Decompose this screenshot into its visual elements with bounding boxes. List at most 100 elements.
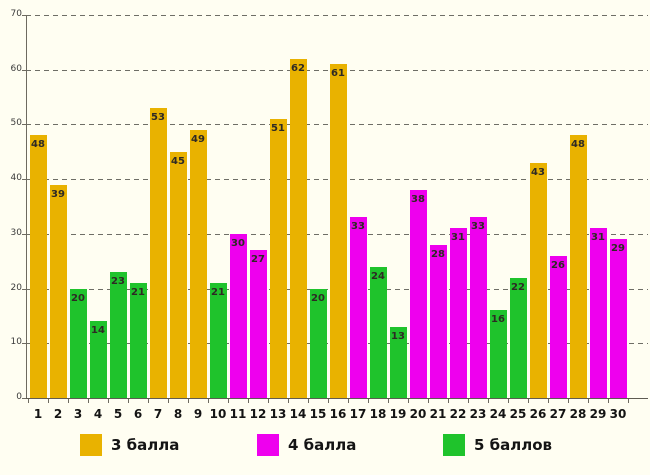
x-axis-tick-label: 29 — [589, 407, 607, 421]
bar-value-label: 33 — [351, 221, 365, 233]
x-axis-tick-label: 11 — [229, 407, 247, 421]
bar-value-label: 62 — [291, 62, 305, 74]
x-axis-tick-label: 27 — [549, 407, 567, 421]
y-axis-tick-label: 30 — [10, 228, 22, 238]
legend: 3 балла 4 балла 5 баллов — [0, 434, 650, 458]
x-tick — [288, 399, 289, 403]
bar-value-label: 48 — [31, 139, 45, 151]
bar-13: 51 — [269, 118, 287, 398]
y-tick — [22, 398, 26, 399]
bar-8: 45 — [169, 151, 187, 398]
legend-item-4-balla: 4 балла — [257, 434, 356, 456]
legend-label-5-ballov: 5 баллов — [474, 436, 553, 454]
bar-11: 30 — [229, 233, 247, 398]
x-axis — [26, 398, 648, 399]
x-tick — [428, 399, 429, 403]
bar-20: 38 — [409, 190, 427, 398]
bar-4: 14 — [89, 321, 107, 398]
x-axis-tick-label: 20 — [409, 407, 427, 421]
x-axis-tick-label: 26 — [529, 407, 547, 421]
x-tick — [408, 399, 409, 403]
bar-value-label: 43 — [531, 166, 545, 178]
bar-value-label: 22 — [511, 281, 525, 293]
y-tick — [22, 343, 26, 344]
bar-28: 48 — [569, 135, 587, 398]
bar-value-label: 24 — [371, 270, 385, 282]
bar-18: 24 — [369, 266, 387, 398]
y-tick — [22, 15, 26, 16]
legend-item-3-balla: 3 балла — [80, 434, 179, 456]
bar-value-label: 20 — [311, 292, 325, 304]
bar-12: 27 — [249, 250, 267, 398]
y-tick — [22, 179, 26, 180]
bar-14: 62 — [289, 58, 307, 398]
x-axis-tick-label: 23 — [469, 407, 487, 421]
x-tick — [108, 399, 109, 403]
y-axis-tick-label: 70 — [10, 9, 22, 19]
bar-24: 16 — [489, 310, 507, 398]
bar-value-label: 28 — [431, 248, 445, 260]
y-tick — [22, 70, 26, 71]
x-tick — [568, 399, 569, 403]
bar-26: 43 — [529, 162, 547, 398]
bar-value-label: 13 — [391, 330, 405, 342]
bar-21: 28 — [429, 244, 447, 398]
x-axis-tick-label: 7 — [153, 407, 163, 421]
x-tick — [148, 399, 149, 403]
x-tick — [388, 399, 389, 403]
bar-10: 21 — [209, 283, 227, 398]
bar-value-label: 33 — [471, 221, 485, 233]
x-tick — [168, 399, 169, 403]
bar-value-label: 31 — [451, 232, 465, 244]
y-axis-tick-label: 20 — [10, 283, 22, 293]
bar-value-label: 49 — [191, 133, 205, 145]
bar-value-label: 30 — [231, 237, 245, 249]
x-tick — [268, 399, 269, 403]
y-tick — [22, 124, 26, 125]
legend-label-4-balla: 4 балла — [288, 436, 357, 454]
bar-value-label: 16 — [491, 314, 505, 326]
x-axis-tick-label: 3 — [73, 407, 83, 421]
bar-1: 48 — [29, 135, 47, 398]
x-axis-tick-label: 8 — [173, 407, 183, 421]
bar-9: 49 — [189, 129, 207, 398]
x-axis-tick-label: 18 — [369, 407, 387, 421]
bar-value-label: 27 — [251, 254, 265, 266]
bar-17: 33 — [349, 217, 367, 398]
bar-value-label: 53 — [151, 112, 165, 123]
legend-swatch-3-balla — [80, 434, 102, 456]
x-axis-tick-label: 4 — [93, 407, 103, 421]
bar-22: 31 — [449, 228, 467, 398]
bar-19: 13 — [389, 326, 407, 398]
legend-swatch-4-balla — [257, 434, 279, 456]
y-axis-tick-label: 50 — [10, 118, 22, 128]
bar-value-label: 31 — [591, 232, 605, 244]
x-axis-tick-label: 19 — [389, 407, 407, 421]
bar-23: 33 — [469, 217, 487, 398]
x-tick — [188, 399, 189, 403]
x-tick — [448, 399, 449, 403]
x-tick — [368, 399, 369, 403]
y-axis-tick-label: 0 — [16, 392, 22, 402]
x-tick — [228, 399, 229, 403]
x-tick — [548, 399, 549, 403]
x-tick — [468, 399, 469, 403]
bar-value-label: 26 — [551, 259, 565, 271]
x-axis-tick-label: 28 — [569, 407, 587, 421]
y-tick — [22, 234, 26, 235]
bar-5: 23 — [109, 272, 127, 398]
bar-value-label: 48 — [571, 139, 585, 151]
bar-2: 39 — [49, 184, 67, 398]
bar-value-label: 45 — [171, 155, 185, 167]
bar-15: 20 — [309, 288, 327, 398]
x-tick — [628, 399, 629, 403]
x-axis-tick-label: 15 — [309, 407, 327, 421]
bar-30: 29 — [609, 239, 627, 398]
bar-value-label: 20 — [71, 292, 85, 304]
x-axis-tick-label: 14 — [289, 407, 307, 421]
x-tick — [328, 399, 329, 403]
y-tick — [22, 289, 26, 290]
x-axis-tick-label: 24 — [489, 407, 507, 421]
bar-27: 26 — [549, 255, 567, 398]
